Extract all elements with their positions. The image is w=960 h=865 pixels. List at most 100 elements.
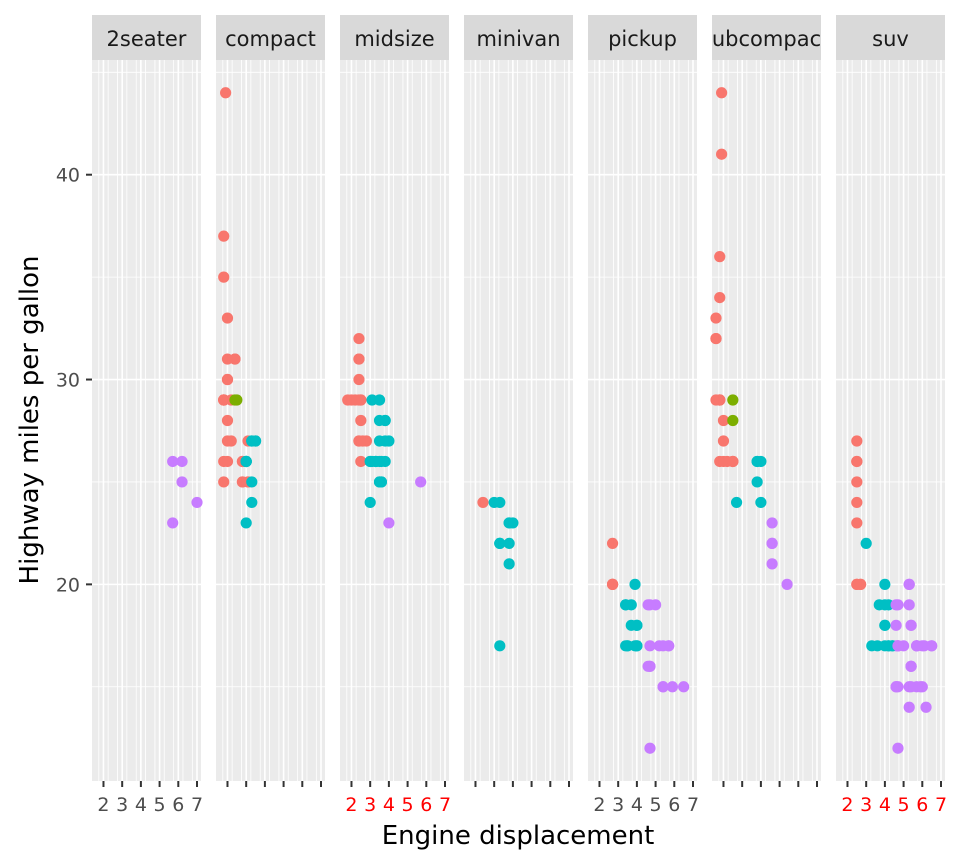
x-tick-label: 7	[191, 794, 203, 816]
x-tick-label: 5	[402, 794, 414, 816]
data-point	[221, 312, 234, 324]
strip-label-midsize: midsize	[354, 27, 434, 51]
data-point	[903, 599, 915, 611]
strip-label-minivan: minivan	[476, 27, 560, 51]
data-point	[503, 558, 515, 570]
data-point	[714, 394, 726, 406]
data-point	[229, 353, 241, 365]
data-point	[229, 394, 241, 406]
data-point	[851, 435, 863, 447]
data-point	[606, 578, 619, 590]
x-tick-label: 3	[364, 794, 376, 816]
x-tick-label: 6	[916, 794, 928, 816]
data-point	[716, 148, 728, 160]
data-point	[494, 640, 506, 652]
x-tick-label: 7	[935, 794, 947, 816]
x-tick-label: 2	[841, 794, 853, 816]
data-point	[781, 578, 793, 590]
data-point	[905, 660, 917, 672]
data-point	[920, 701, 932, 713]
data-point	[355, 414, 367, 427]
x-tick-label: 2	[593, 794, 605, 816]
data-point	[879, 640, 891, 652]
data-point	[220, 87, 232, 99]
data-point	[375, 476, 388, 488]
data-point	[642, 599, 654, 611]
y-axis-title: Highway miles per gallon	[15, 256, 45, 585]
data-point	[903, 701, 915, 713]
data-point	[751, 476, 763, 488]
data-point	[167, 517, 179, 529]
data-point	[657, 640, 669, 652]
data-point	[221, 414, 234, 427]
data-point	[879, 578, 891, 590]
data-point	[629, 578, 641, 590]
data-point	[355, 455, 367, 468]
data-point	[644, 640, 656, 652]
x-tick-label: 6	[668, 794, 680, 816]
data-point	[644, 660, 656, 672]
data-point	[890, 681, 902, 693]
y-tick-label: 40	[56, 165, 80, 187]
data-point	[503, 517, 515, 529]
y-tick-label: 30	[56, 370, 80, 392]
data-point	[710, 332, 722, 345]
data-point	[714, 251, 726, 263]
data-point	[644, 742, 656, 754]
data-point	[606, 537, 619, 549]
x-tick-label: 6	[172, 794, 184, 816]
x-tick-label: 5	[154, 794, 166, 816]
x-tick-label: 5	[898, 794, 910, 816]
strip-minivan	[464, 15, 573, 60]
data-point	[890, 619, 902, 631]
data-point	[710, 312, 722, 324]
data-point	[905, 681, 917, 693]
strip-label-pickup: pickup	[608, 27, 677, 51]
data-point	[503, 537, 515, 549]
data-point	[379, 414, 391, 427]
data-point	[730, 496, 743, 509]
x-tick-label: 4	[383, 794, 395, 816]
strip-compact	[216, 15, 325, 60]
data-point	[218, 394, 230, 406]
strip-midsize	[340, 15, 449, 60]
data-point	[494, 537, 506, 549]
data-point	[851, 578, 863, 590]
panel-pickup: pickup	[588, 15, 697, 781]
data-point	[851, 455, 863, 468]
data-point	[766, 558, 778, 570]
data-point	[892, 640, 904, 652]
x-tick-label: 4	[879, 794, 891, 816]
data-point	[766, 537, 778, 549]
panels-layer: 2seater compact midsize minivan pickup ubcomp…	[92, 15, 945, 781]
panel-midsize: midsize	[340, 15, 449, 781]
data-point	[176, 476, 188, 488]
data-point	[218, 230, 230, 242]
data-point	[851, 496, 863, 509]
data-point	[717, 435, 730, 447]
data-point	[860, 537, 872, 549]
strip-label-subcompact: ubcompac	[712, 27, 821, 51]
data-point	[926, 640, 938, 652]
data-point	[714, 292, 726, 304]
data-point	[221, 373, 234, 386]
data-point	[727, 414, 739, 427]
data-point	[353, 332, 365, 345]
data-point	[370, 455, 382, 468]
data-point	[631, 619, 643, 631]
x-tick-label: 7	[439, 794, 451, 816]
panel-suv: suv	[836, 15, 945, 781]
data-point	[625, 599, 637, 611]
data-point	[851, 517, 863, 529]
data-point	[727, 455, 739, 468]
data-point	[218, 476, 230, 488]
data-point	[415, 476, 427, 488]
data-point	[727, 394, 739, 406]
strip-label-suv: suv	[872, 27, 909, 51]
data-point	[892, 742, 904, 754]
data-point	[631, 640, 643, 652]
data-point	[345, 394, 358, 406]
data-point	[357, 435, 369, 447]
data-point	[851, 476, 863, 488]
